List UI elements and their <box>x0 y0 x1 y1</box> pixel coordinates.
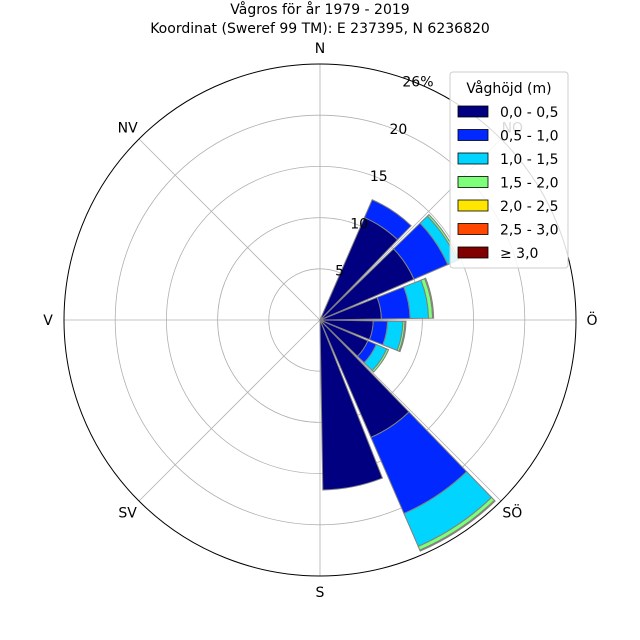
legend-swatch <box>457 129 489 141</box>
direction-label: V <box>43 313 53 329</box>
direction-label: N <box>315 41 325 57</box>
radial-tick-label: 10 <box>350 216 368 232</box>
legend-swatch <box>457 199 489 212</box>
legend-entry-label: 2,0 - 2,5 <box>500 199 558 215</box>
legend-box <box>449 71 569 269</box>
legend-swatch <box>457 246 489 259</box>
rose-bar-segment <box>424 277 435 319</box>
radial-gridline <box>319 319 502 502</box>
legend-entry-label: ≥ 3,0 <box>500 246 538 262</box>
direction-label: SV <box>118 505 137 521</box>
radial-gridline <box>138 138 321 321</box>
direction-label: S <box>316 585 325 601</box>
radial-gridline <box>138 319 321 502</box>
legend-title: Våghöjd (m) <box>466 80 551 97</box>
direction-label: NV <box>118 121 138 137</box>
radial-tick-labels: 5 10 15 20 26% <box>335 74 433 279</box>
radial-gridcircle <box>114 114 526 526</box>
rose-bar-segment <box>419 499 496 552</box>
legend: Våghöjd (m) 0,0 - 0,5 0,5 - 1,0 1,0 - 1,5 1,… <box>449 71 569 269</box>
radial-gridcircle <box>165 165 475 475</box>
radial-tick-label: 26% <box>402 74 433 90</box>
outer-circle <box>63 63 577 577</box>
legend-entry-label: 0,5 - 1,0 <box>500 129 558 145</box>
direction-label: Ö <box>586 311 597 329</box>
radial-tick-label: 15 <box>370 169 388 185</box>
radial-gridcircle <box>217 217 423 423</box>
legend-swatch <box>457 176 489 188</box>
legend-entry-label: 0,0 - 0,5 <box>500 105 558 121</box>
rose-bar-segment <box>363 199 412 241</box>
legend-entry-label: 1,0 - 1,5 <box>500 152 558 168</box>
rose-bars <box>319 199 496 552</box>
legend-swatch <box>457 223 489 235</box>
legend-swatch <box>457 152 489 165</box>
radial-gridcircle <box>268 268 372 372</box>
direction-label: SÖ <box>502 503 522 521</box>
rose-bar-segment <box>371 348 390 373</box>
polar-grid <box>63 63 577 577</box>
chart-subtitle: Koordinat (Sweref 99 TM): E 237395, N 62… <box>150 21 490 37</box>
legend-swatch <box>457 105 489 118</box>
legend-entry-label: 1,5 - 2,0 <box>500 176 558 192</box>
rose-bar-segment <box>398 320 407 353</box>
rose-bar-segment <box>319 319 384 491</box>
radial-tick-label: 20 <box>389 122 407 138</box>
legend-entry-label: 2,5 - 3,0 <box>500 223 558 239</box>
radial-tick-label: 5 <box>335 264 344 280</box>
chart-title: Vågros för år 1979 - 2019 <box>230 1 409 18</box>
